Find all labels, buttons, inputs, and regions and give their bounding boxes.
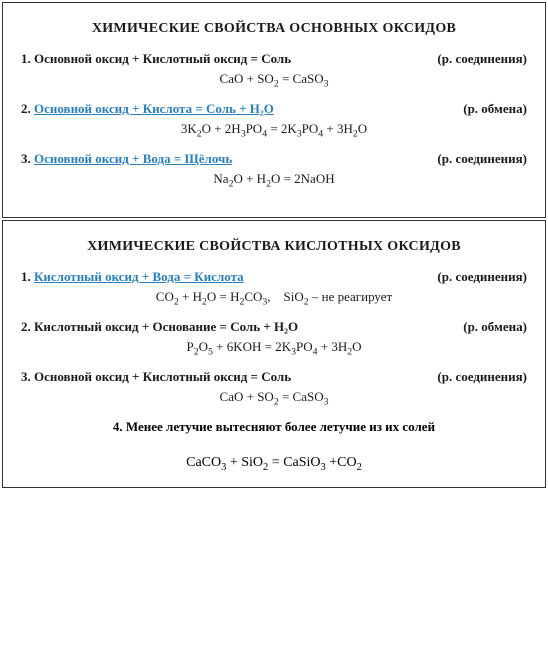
item-head: 2. Кислотный оксид + Основание = Соль + … bbox=[21, 319, 527, 335]
item-text-link[interactable]: Основной оксид + Вода = Щёлочь bbox=[34, 151, 232, 166]
item-num: 2. bbox=[21, 101, 31, 116]
item-equation: CaO + SO2 = CaSO3 bbox=[21, 389, 527, 405]
item-head: 3. Основной оксид + Вода = Щёлочь (р. со… bbox=[21, 151, 527, 167]
item-paren: (р. соединения) bbox=[437, 151, 527, 167]
item-head: 3. Основной оксид + Кислотный оксид = Со… bbox=[21, 369, 527, 385]
item-paren: (р. соединения) bbox=[437, 369, 527, 385]
item-paren: (р. соединения) bbox=[437, 269, 527, 285]
item-equation: CO2 + H2O = H2CO3, SiO2 – не реагирует bbox=[21, 289, 527, 305]
item-num: 3. bbox=[21, 369, 31, 384]
item-num: 2. bbox=[21, 319, 31, 334]
item-num: 1. bbox=[21, 51, 31, 66]
final-equation: CaCO3 + SiO2 = CaSiO3 +CO2 bbox=[21, 455, 527, 471]
item-text: Кислотный оксид + Основание = Соль + H₂O bbox=[34, 319, 298, 334]
item-paren: (р. соединения) bbox=[437, 51, 527, 67]
panel2-item-1: 1. Кислотный оксид + Вода = Кислота (р. … bbox=[21, 269, 527, 305]
panel-basic-oxides: ХИМИЧЕСКИЕ СВОЙСТВА ОСНОВНЫХ ОКСИДОВ 1. … bbox=[2, 2, 546, 218]
panel1-title: ХИМИЧЕСКИЕ СВОЙСТВА ОСНОВНЫХ ОКСИДОВ bbox=[21, 21, 527, 37]
panel2-title: ХИМИЧЕСКИЕ СВОЙСТВА КИСЛОТНЫХ ОКСИДОВ bbox=[21, 239, 527, 255]
item-text: Основной оксид + Кислотный оксид = Соль bbox=[34, 369, 291, 384]
panel1-item-3: 3. Основной оксид + Вода = Щёлочь (р. со… bbox=[21, 151, 527, 187]
item-text: Менее летучие вытесняют более летучие из… bbox=[126, 419, 435, 434]
panel2-item-3: 3. Основной оксид + Кислотный оксид = Со… bbox=[21, 369, 527, 405]
item-equation: P2O5 + 6KOH = 2K3PO4 + 3H2O bbox=[21, 339, 527, 355]
item-num: 1. bbox=[21, 269, 31, 284]
item-text-link[interactable]: Кислотный оксид + Вода = Кислота bbox=[34, 269, 244, 284]
item-equation: CaO + SO2 = CaSO3 bbox=[21, 71, 527, 87]
panel1-item-2: 2. Основной оксид + Кислота = Соль + H₂O… bbox=[21, 101, 527, 137]
panel2-item-4: 4. Менее летучие вытесняют более летучие… bbox=[21, 419, 527, 435]
item-text: Основной оксид + Кислотный оксид = Соль bbox=[34, 51, 291, 66]
item-head: 2. Основной оксид + Кислота = Соль + H₂O… bbox=[21, 101, 527, 117]
item-num: 4. bbox=[113, 419, 123, 434]
panel2-item-2: 2. Кислотный оксид + Основание = Соль + … bbox=[21, 319, 527, 355]
item-head: 1. Кислотный оксид + Вода = Кислота (р. … bbox=[21, 269, 527, 285]
panel1-item-1: 1. Основной оксид + Кислотный оксид = Со… bbox=[21, 51, 527, 87]
item-equation: Na2O + H2O = 2NaOH bbox=[21, 171, 527, 187]
item-text-link[interactable]: Основной оксид + Кислота = Соль + H₂O bbox=[34, 101, 274, 116]
item-equation: 3K2O + 2H3PO4 = 2K3PO4 + 3H2O bbox=[21, 121, 527, 137]
item-paren: (р. обмена) bbox=[463, 319, 527, 335]
item-head: 1. Основной оксид + Кислотный оксид = Со… bbox=[21, 51, 527, 67]
item-num: 3. bbox=[21, 151, 31, 166]
panel-acidic-oxides: ХИМИЧЕСКИЕ СВОЙСТВА КИСЛОТНЫХ ОКСИДОВ 1.… bbox=[2, 220, 546, 488]
item-paren: (р. обмена) bbox=[463, 101, 527, 117]
